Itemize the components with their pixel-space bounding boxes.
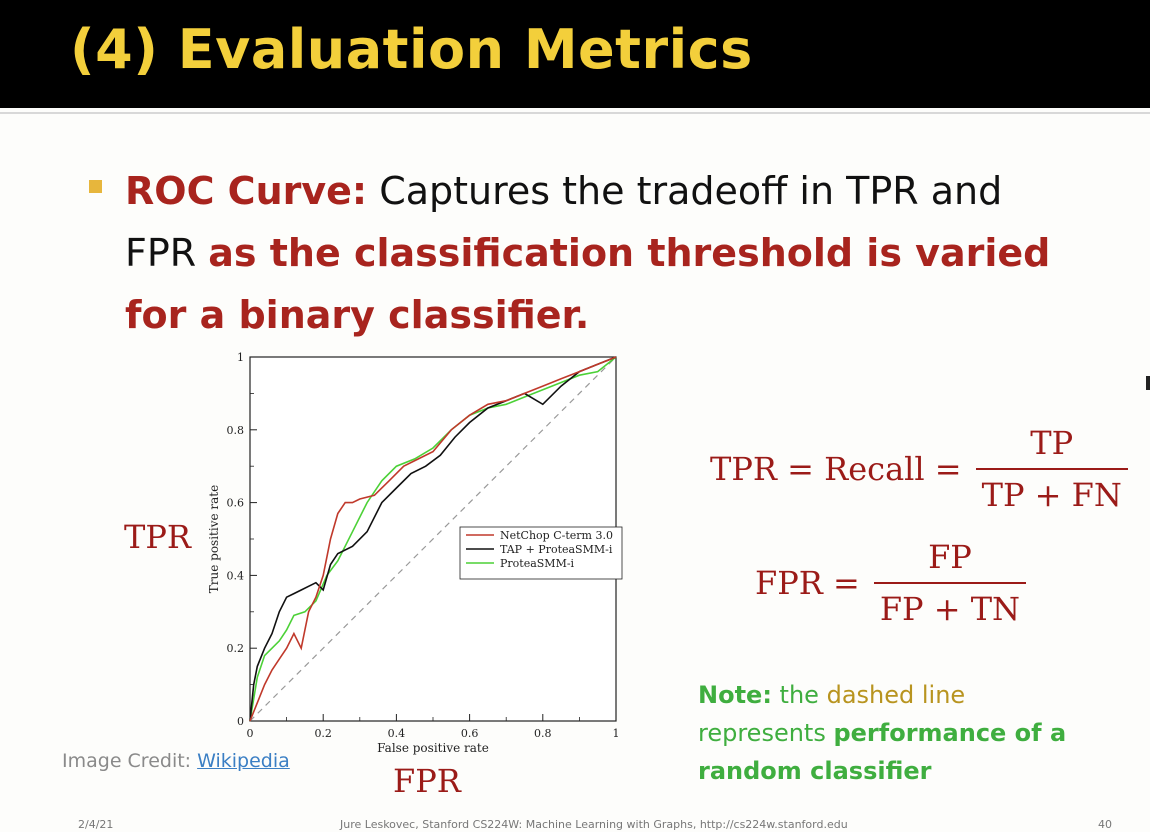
bullet-emphasis: as the classification threshold is varie… [125, 231, 1051, 337]
note-emphasis: performance of a random classifier [698, 719, 1067, 785]
tpr-fraction: TP TP + FN [975, 424, 1128, 514]
title-bar: (4) Evaluation Metrics [0, 0, 1150, 108]
x-axis-label: False positive rate [377, 741, 489, 755]
legend-label: ProteaSMM-i [500, 557, 575, 570]
tpr-denominator: TP + FN [975, 468, 1128, 514]
y-tick-label: 0 [237, 715, 244, 728]
note-part1: the [771, 681, 827, 709]
bullet-term: ROC Curve: [125, 169, 368, 213]
slide-title: (4) Evaluation Metrics [70, 18, 753, 81]
random-baseline-line [249, 356, 617, 722]
tpr-axis-label: TPR [124, 518, 191, 556]
roc-chart-svg: 0 0.2 0.4 0.6 0.8 1 0 0.2 0.4 0.6 0.8 1 False positi… [207, 351, 623, 755]
y-axis-label: True positive rate [207, 485, 221, 593]
x-tick-label: 1 [613, 727, 620, 740]
bullet-text: ROC Curve: Captures the tradeoff in TPR … [125, 160, 1085, 346]
legend-label: TAP + ProteaSMM-i [500, 543, 613, 556]
x-tick-label: 0.2 [314, 727, 332, 740]
series-line [249, 356, 617, 722]
series-line [249, 356, 617, 722]
footer-date: 2/4/21 [78, 818, 114, 831]
credit-prefix: Image Credit: [62, 750, 198, 772]
bullet-plain: Captures the tradeoff in TPR and FPR [125, 169, 1003, 275]
note-dashed-line: dashed line [826, 681, 966, 709]
tpr-formula: TPR = Recall = TP TP + FN [710, 424, 1128, 514]
note-text: Note: the dashed line represents perform… [698, 676, 1118, 790]
wikipedia-link[interactable]: Wikipedia [197, 750, 290, 772]
roc-chart: 0 0.2 0.4 0.6 0.8 1 0 0.2 0.4 0.6 0.8 1 False positi… [200, 345, 640, 765]
edge-marker [1146, 376, 1150, 390]
fpr-fraction: FP FP + TN [873, 538, 1027, 628]
y-tick-label: 1 [237, 351, 244, 364]
y-tick-label: 0.2 [227, 642, 245, 655]
y-tick-label: 0.6 [227, 497, 245, 510]
fpr-axis-label: FPR [393, 762, 461, 800]
note-prefix: Note: [698, 681, 772, 709]
title-divider [0, 112, 1150, 114]
fpr-formula: FPR = FP FP + TN [755, 538, 1027, 628]
x-tick-label: 0.8 [534, 727, 552, 740]
x-tick-label: 0.6 [461, 727, 479, 740]
legend-label: NetChop C-term 3.0 [500, 529, 613, 542]
image-credit: Image Credit: Wikipedia [62, 750, 290, 772]
tpr-formula-lhs: TPR = Recall = [710, 450, 962, 488]
y-tick-label: 0.4 [227, 569, 245, 582]
fpr-numerator: FP [928, 538, 972, 576]
y-tick-label: 0.8 [227, 424, 245, 437]
fpr-denominator: FP + TN [873, 582, 1027, 628]
x-tick-label: 0 [247, 727, 254, 740]
tpr-numerator: TP [1030, 424, 1074, 462]
bullet-marker-icon [89, 180, 102, 193]
footer-page-number: 40 [1098, 818, 1112, 831]
x-tick-label: 0.4 [388, 727, 406, 740]
fpr-formula-lhs: FPR = [755, 564, 860, 602]
note-part2: represents [698, 719, 834, 747]
footer-citation: Jure Leskovec, Stanford CS224W: Machine … [340, 818, 848, 831]
